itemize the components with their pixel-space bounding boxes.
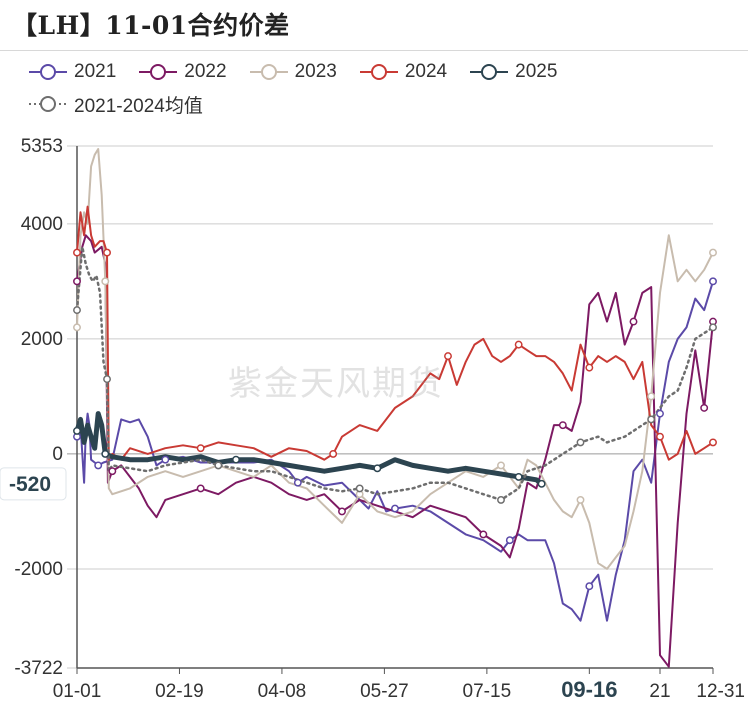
series-point [709,438,717,447]
legend-label: 2021-2024均值 [74,95,203,117]
chart-legend: 2021 2022 2023 2024 2025 2021-2024均值 [28,56,728,120]
legend-marker-icon [470,64,509,80]
series-point [497,461,505,470]
series-point [73,426,81,435]
series-point [444,352,452,361]
x-tick-label: 01-01 [53,681,102,702]
legend-row: 2021 2022 2023 2024 2025 [28,56,728,88]
legend-row: 2021-2024均值 [28,88,728,120]
legend-marker-icon [139,64,178,80]
series-point [214,461,223,470]
series-point [101,277,110,286]
series-point [656,409,664,418]
legend-label: 2022 [184,61,227,82]
series-point [537,479,546,488]
series-point [709,248,717,257]
x-tick-label: 05-27 [360,681,409,702]
series-point [73,248,81,257]
series-point [293,478,302,487]
y-tick-label: -2000 [14,559,63,580]
y-tick-label: -3722 [14,658,63,679]
series-point [647,415,656,424]
legend-label: 2025 [515,61,558,82]
series-point [196,444,205,453]
series-point [73,277,81,286]
legend-item[interactable]: 2025 [469,61,557,83]
series-point [505,536,514,545]
series-point [329,449,338,458]
series-line [76,234,714,668]
x-tick-label: 02-19 [155,681,204,702]
series-point [514,472,523,481]
legend-label: 2023 [294,61,337,82]
series-point [391,504,399,513]
series-point [497,495,505,504]
legend-item[interactable]: 2023 [249,61,337,83]
series-point [232,455,240,464]
y-tick-label: 5353 [21,136,63,157]
series-point [629,317,638,326]
legend-marker-icon [359,64,398,80]
series-point [73,306,81,315]
series-point [576,495,585,504]
y-pointer: -520 [0,467,67,501]
series-point [585,363,594,372]
title-divider [0,50,748,51]
series-point [73,323,81,332]
series-point [103,248,111,257]
series-point [196,484,205,493]
x-tick-label: 04-08 [258,681,307,702]
series-point [700,403,709,412]
legend-marker-icon [29,96,67,112]
legend-item[interactable]: 2024 [359,61,447,83]
series-point [514,340,523,349]
series-point [338,507,346,516]
series-line [74,411,545,487]
series-point [108,467,117,476]
series-point [94,461,103,470]
legend-label: 2024 [404,61,448,82]
series-point [656,432,664,441]
series-point [479,530,488,539]
series-point [373,464,382,473]
y-pointer-label: -520 [9,473,51,496]
legend-item[interactable]: 2021-2024均值 [28,91,203,118]
y-tick-label: 2000 [21,329,63,350]
series-point [709,277,717,286]
series-point [576,438,585,447]
series-point [161,455,170,464]
series-line [76,148,714,570]
legend-marker-icon [249,64,288,80]
x-tick-label: 07-15 [463,681,512,702]
legend-label: 2021 [74,61,117,82]
series-point [558,421,567,430]
legend-item[interactable]: 2021 [28,61,116,83]
x-tick-label: 12-31 [696,681,745,702]
legend-marker-icon [29,64,67,80]
watermark-text: 紫金天风期货 [228,364,444,404]
legend-item[interactable]: 2022 [138,61,227,83]
series-line [76,280,714,622]
series-line [76,205,714,461]
x-tick-label: 21 [649,681,670,702]
y-tick-label: 4000 [21,214,63,235]
x-tick-label: 09-16 [561,677,617,702]
y-tick-label: 0 [52,444,63,465]
series-point [647,392,656,401]
series-point [103,375,111,384]
series-point [101,449,110,458]
series-point [585,582,594,591]
chart-title: 【LH】11-01合约价差 [12,11,290,40]
series-point [355,484,364,493]
series-point [709,323,717,332]
